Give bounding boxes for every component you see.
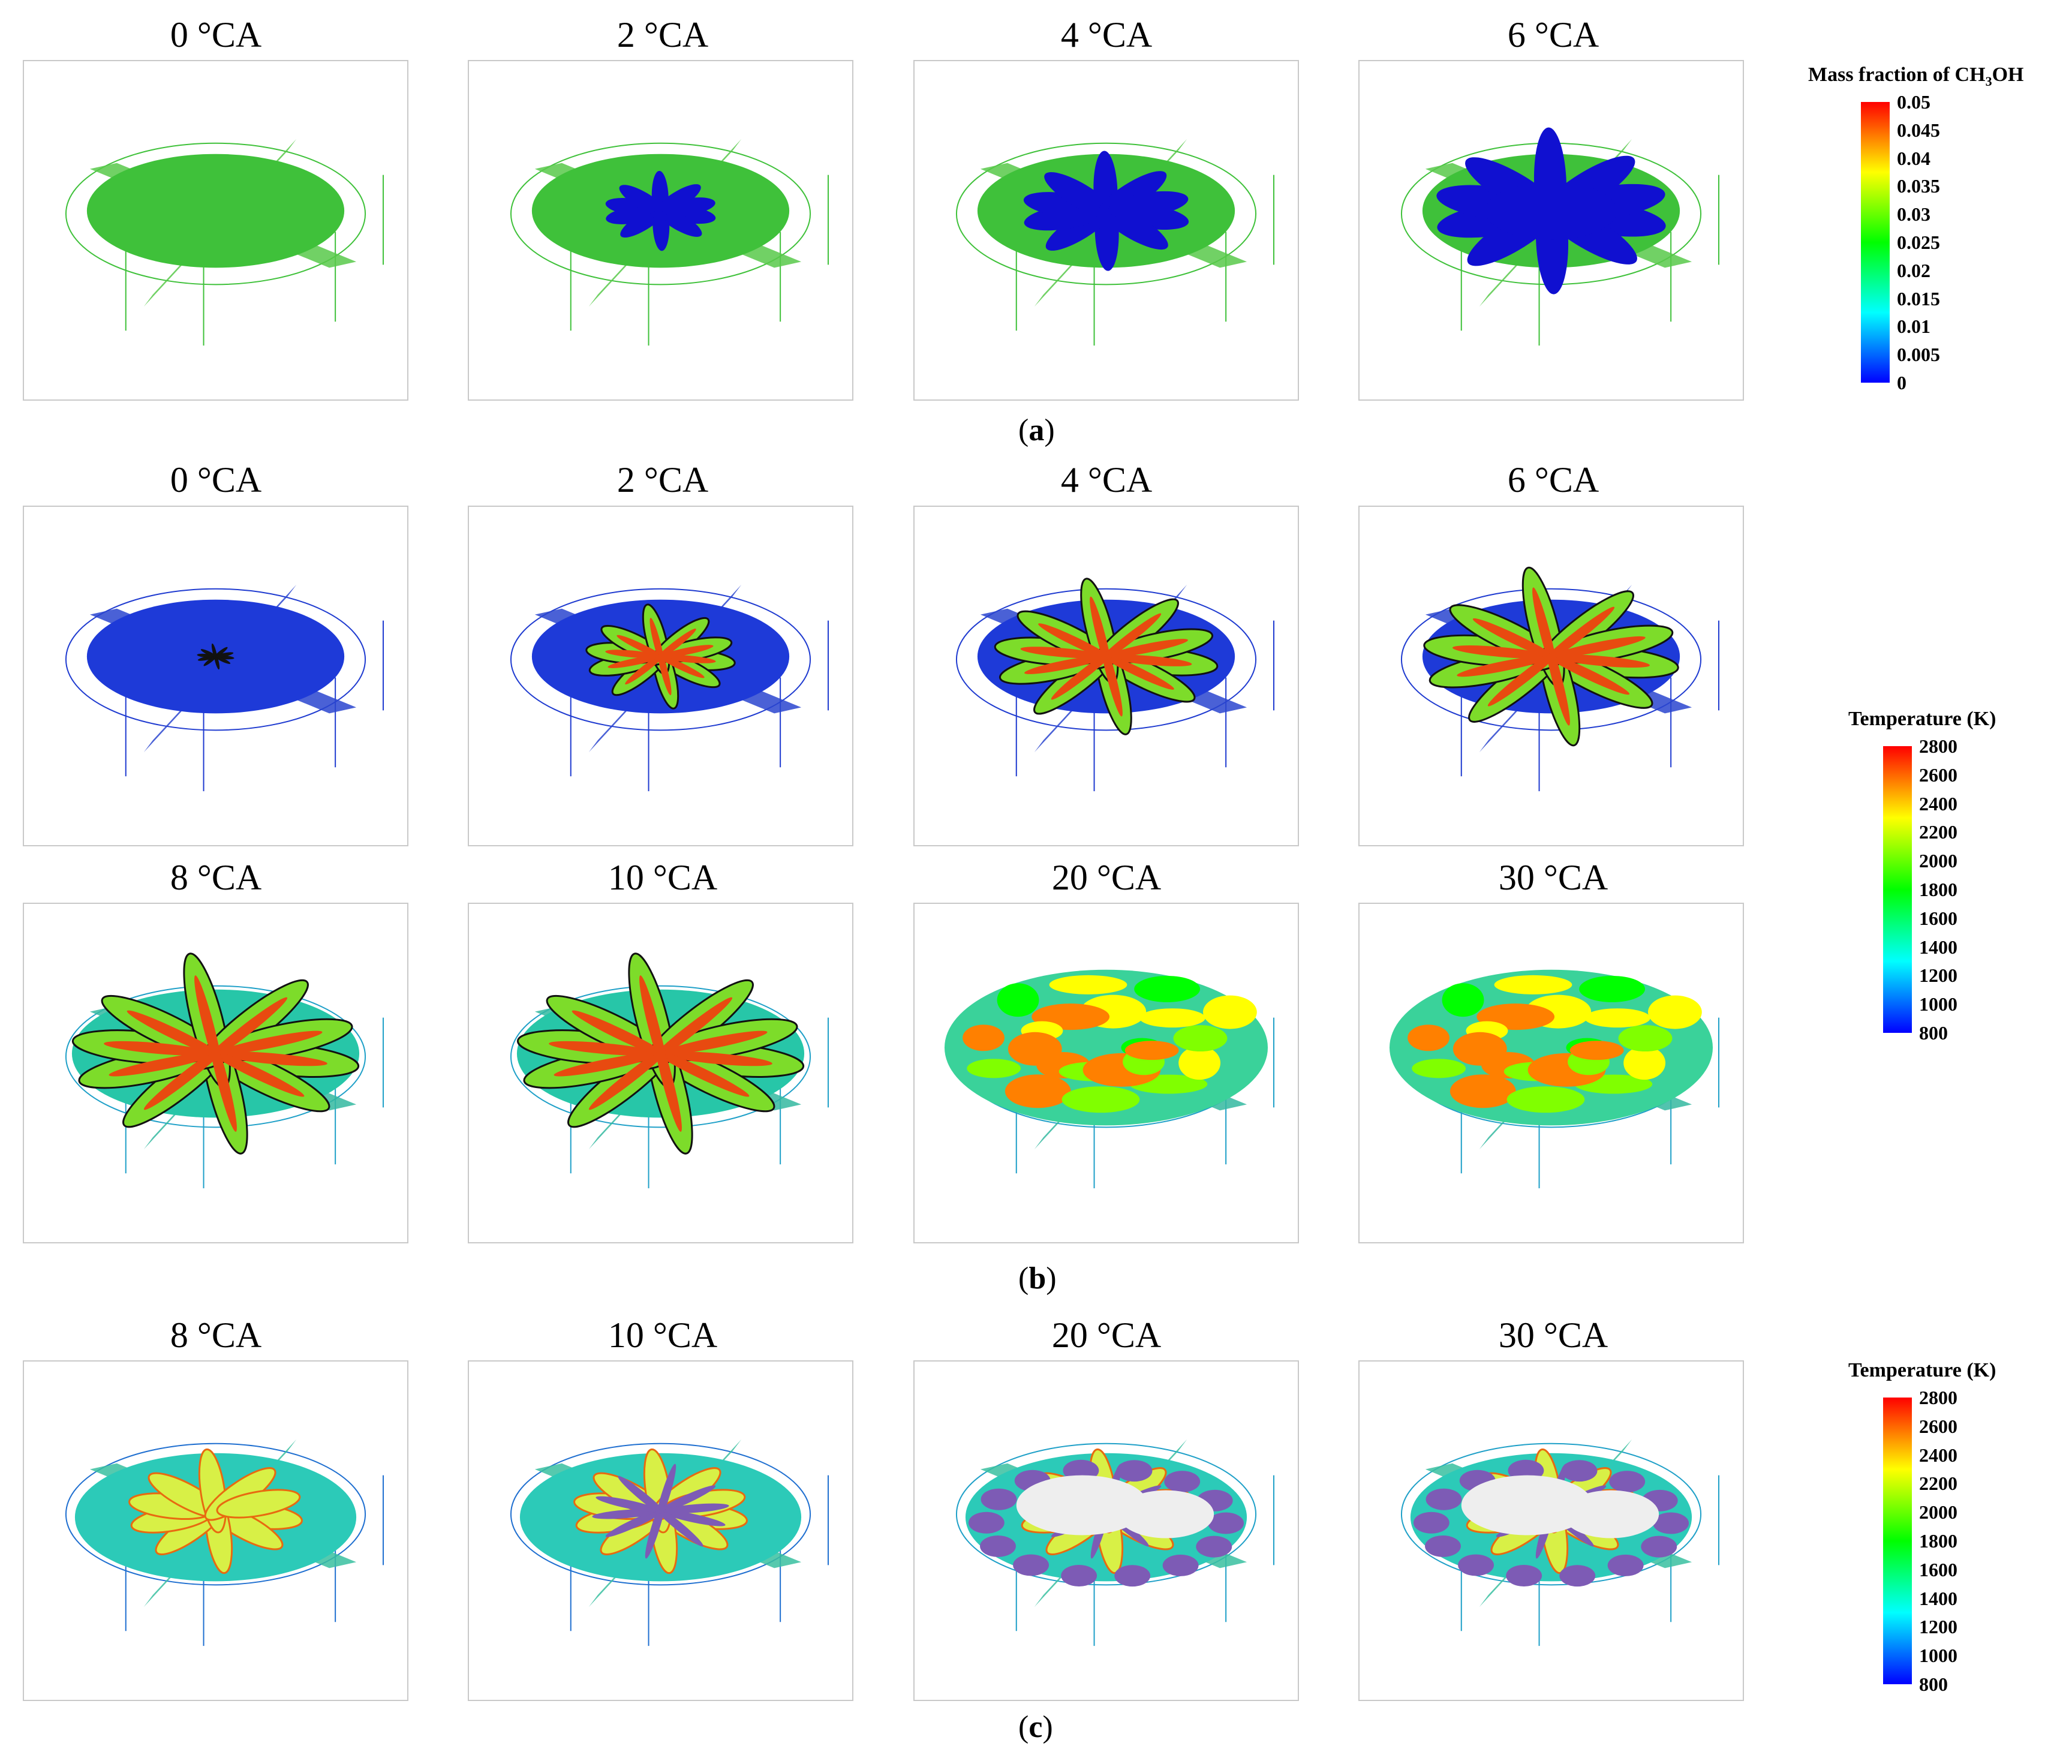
colorbar-tick: 1800	[1919, 879, 1957, 900]
panel-b8	[1358, 903, 1744, 1243]
panel-title-b7: 20 °CA	[1051, 858, 1162, 897]
panel-title-b5: 8 °CA	[170, 858, 262, 897]
colorbar-tick: 2000	[1919, 1501, 1957, 1523]
panel-c3	[913, 1360, 1299, 1701]
panel-b5	[23, 903, 408, 1243]
sim-c3	[955, 1439, 1275, 1646]
panel-title-a3: 4 °CA	[1060, 15, 1153, 55]
panel-title-c3: 20 °CA	[1051, 1315, 1162, 1355]
colorbar-tick: 0.025	[1897, 232, 1940, 253]
panel-c2	[468, 1360, 853, 1701]
sim-c2	[510, 1439, 829, 1646]
colorbar-tick: 800	[1919, 1673, 1948, 1695]
figure-label-b: (b)	[1018, 1261, 1057, 1296]
sim-a1	[65, 139, 384, 346]
colorbar-tick: 1600	[1919, 1558, 1957, 1580]
panel-title-b2: 2 °CA	[617, 460, 709, 500]
colorbar-a-title: Mass fraction of CH3OH	[1808, 64, 2024, 89]
colorbar-a-bar	[1861, 102, 1890, 383]
colorbar-c-bar	[1883, 1398, 1912, 1684]
sim-a3	[955, 139, 1275, 346]
sim-b6	[510, 952, 829, 1189]
sim-b3	[955, 578, 1275, 792]
colorbar-tick: 1000	[1919, 1645, 1957, 1667]
panel-c1	[23, 1360, 408, 1701]
colorbar-tick: 800	[1919, 1022, 1948, 1044]
panel-title-a2: 2 °CA	[617, 15, 709, 55]
colorbar-tick: 1000	[1919, 993, 1957, 1015]
panel-b7	[913, 903, 1299, 1243]
panel-b1	[23, 506, 408, 846]
colorbar-tick: 1200	[1919, 1616, 1957, 1638]
sim-b7	[944, 969, 1275, 1189]
sim-a4	[1400, 127, 1720, 346]
figure-label-c: (c)	[1018, 1710, 1053, 1744]
panel-b2	[468, 506, 853, 846]
colorbar-tick: 0.01	[1897, 315, 1930, 338]
panel-title-a4: 6 °CA	[1507, 15, 1599, 55]
sim-c1	[65, 1439, 384, 1646]
colorbar-tick: 0.05	[1897, 91, 1930, 113]
panel-a3	[913, 60, 1299, 401]
panel-b6	[468, 903, 853, 1243]
panel-a4	[1358, 60, 1744, 401]
colorbar-tick: 2200	[1919, 821, 1957, 843]
sim-b5	[65, 952, 384, 1189]
colorbar-tick: 2200	[1919, 1472, 1957, 1495]
colorbar-tick: 0.03	[1897, 203, 1930, 226]
panel-title-b4: 6 °CA	[1507, 460, 1599, 500]
panel-title-c2: 10 °CA	[608, 1315, 718, 1355]
colorbar-tick: 2400	[1919, 1444, 1957, 1466]
panel-a1	[23, 60, 408, 401]
panel-title-c1: 8 °CA	[170, 1315, 262, 1355]
colorbar-tick: 1200	[1919, 964, 1957, 987]
panel-c4	[1358, 1360, 1744, 1701]
colorbar-b-title: Temperature (K)	[1848, 708, 1996, 730]
sim-c4	[1400, 1439, 1720, 1646]
sim-b4	[1400, 566, 1720, 792]
figure-label-a: (a)	[1018, 413, 1055, 447]
sim-b2	[510, 584, 829, 792]
colorbar-tick: 1400	[1919, 936, 1957, 958]
sim-b1	[65, 584, 384, 792]
colorbar-tick: 2800	[1919, 735, 1957, 757]
panel-b4	[1358, 506, 1744, 846]
colorbar-tick: 0.035	[1897, 175, 1940, 197]
colorbar-tick: 2600	[1919, 764, 1957, 786]
colorbar-tick: 1400	[1919, 1587, 1957, 1609]
panel-title-b3: 4 °CA	[1060, 460, 1153, 500]
colorbar-b-bar	[1883, 746, 1912, 1033]
panel-title-b6: 10 °CA	[608, 858, 718, 897]
colorbar-tick: 0.045	[1897, 119, 1940, 141]
panel-b3	[913, 506, 1299, 846]
colorbar-tick: 0.015	[1897, 287, 1940, 309]
colorbar-tick: 0	[1897, 372, 1906, 393]
panel-title-b1: 0 °CA	[170, 460, 262, 500]
colorbar-c-title: Temperature (K)	[1848, 1359, 1996, 1381]
colorbar-tick: 0.02	[1897, 259, 1930, 281]
panel-title-c4: 30 °CA	[1498, 1315, 1608, 1355]
sim-b8	[1389, 969, 1720, 1189]
colorbar-tick: 1800	[1919, 1530, 1957, 1552]
colorbar-tick: 1600	[1919, 907, 1957, 929]
colorbar-tick: 2800	[1919, 1387, 1957, 1408]
panel-title-a1: 0 °CA	[170, 15, 262, 55]
colorbar-tick: 2400	[1919, 792, 1957, 815]
colorbar-tick: 0.04	[1897, 147, 1930, 169]
panel-a2	[468, 60, 853, 401]
colorbar-tick: 0.005	[1897, 344, 1940, 366]
panel-title-b8: 30 °CA	[1498, 858, 1608, 897]
sim-a2	[510, 139, 829, 346]
colorbar-tick: 2000	[1919, 850, 1957, 872]
colorbar-tick: 2600	[1919, 1415, 1957, 1437]
